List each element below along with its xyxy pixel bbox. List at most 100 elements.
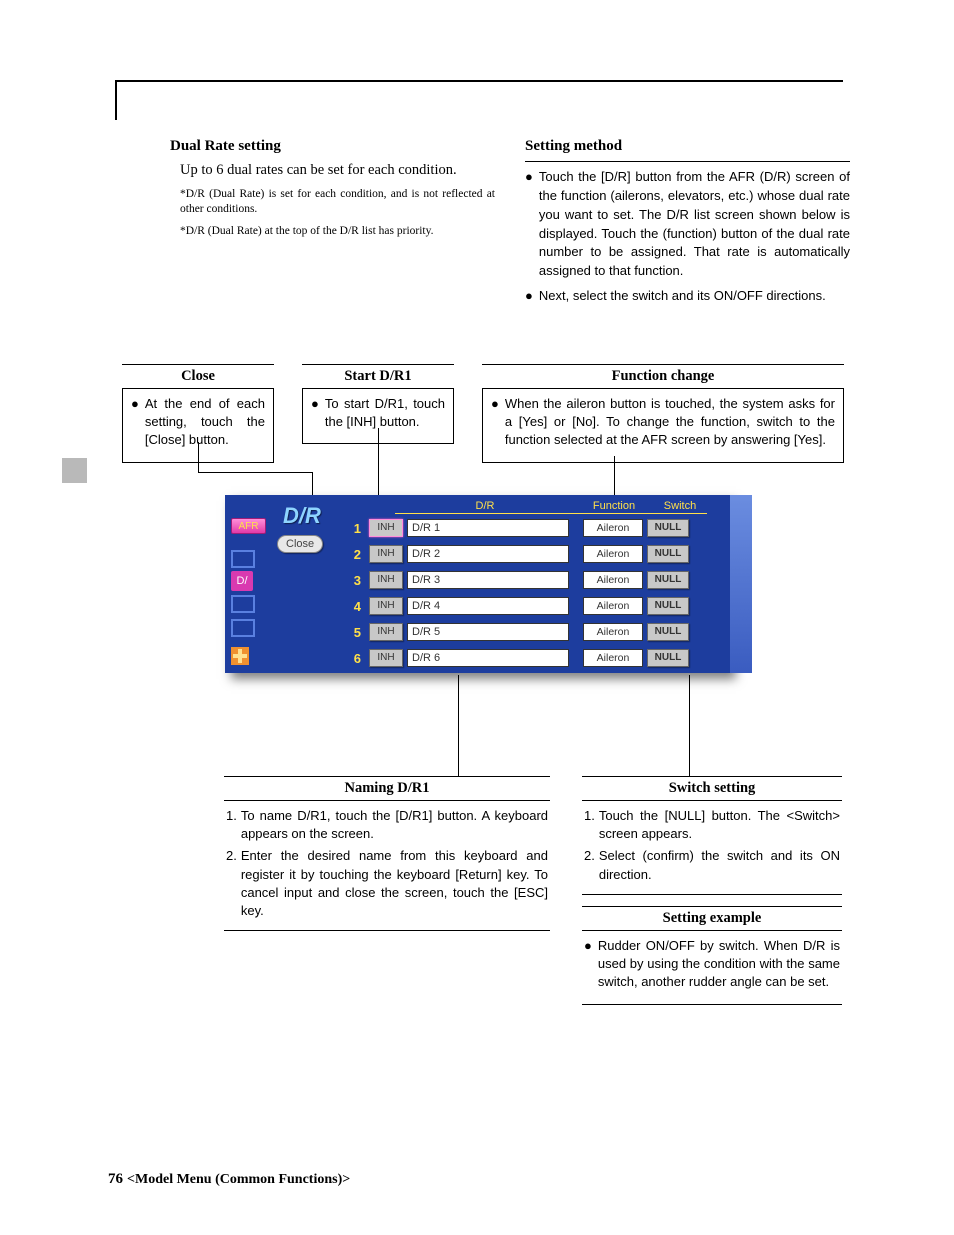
callout-start-title: Start D/R1	[302, 364, 454, 389]
afr-button[interactable]: AFR	[231, 518, 266, 534]
naming-step1: To name D/R1, touch the [D/R1] button. A…	[241, 807, 548, 843]
down-icon[interactable]: ▽	[732, 621, 750, 637]
function-button[interactable]: Aileron	[583, 519, 643, 537]
up-double-icon[interactable]: △△	[732, 517, 750, 533]
lcd-row: 3 INH D/R 3 Aileron NULL	[345, 569, 689, 591]
inh-button[interactable]: INH	[369, 649, 403, 667]
dr-name-field[interactable]: D/R 6	[407, 649, 569, 667]
right-column: Setting method ● Touch the [D/R] button …	[525, 138, 850, 312]
switch-button[interactable]: NULL	[647, 545, 689, 563]
dr-name-field[interactable]: D/R 2	[407, 545, 569, 563]
inh-button[interactable]: INH	[369, 545, 403, 563]
close-button[interactable]: Close	[277, 535, 323, 553]
lcd-hdr-sw: Switch	[653, 500, 707, 514]
leader-line	[198, 442, 199, 472]
callout-switch: Switch setting 1. Touch the [NULL] butto…	[582, 776, 842, 895]
bullet-dot: ●	[311, 395, 319, 431]
row-num: 4	[345, 599, 365, 614]
inh-button[interactable]: INH	[369, 519, 403, 537]
lcd-title: D/R	[283, 503, 321, 529]
lcd-screen: D/R AFR Close D/ D/R Function Switch 1 I…	[225, 495, 730, 673]
add-icon[interactable]	[231, 647, 249, 665]
row-num: 3	[345, 573, 365, 588]
leader-line	[689, 675, 690, 776]
dr-name-field[interactable]: D/R 1	[407, 519, 569, 537]
setting-method-b2: Next, select the switch and its ON/OFF d…	[539, 287, 850, 306]
function-button[interactable]: Aileron	[583, 649, 643, 667]
callout-start-body: To start D/R1, touch the [INH] button.	[325, 395, 445, 431]
step-num: 2.	[226, 847, 237, 920]
dr-name-field[interactable]: D/R 5	[407, 623, 569, 641]
leader-line	[198, 472, 313, 473]
row-num: 2	[345, 547, 365, 562]
corner-rule-v	[115, 80, 117, 120]
bullet-dot: ●	[584, 937, 592, 992]
page-footer: 76 <Model Menu (Common Functions)>	[108, 1170, 350, 1188]
dr-name-field[interactable]: D/R 3	[407, 571, 569, 589]
dual-rate-intro: Up to 6 dual rates can be set for each c…	[180, 161, 495, 181]
switch-button[interactable]: NULL	[647, 623, 689, 641]
function-button[interactable]: Aileron	[583, 597, 643, 615]
footer-title: <Model Menu (Common Functions)>	[127, 1172, 350, 1187]
lcd-row: 5 INH D/R 5 Aileron NULL	[345, 621, 689, 643]
lcd-hdr-fn: Function	[575, 500, 653, 514]
down-double-icon[interactable]: ▽▽	[732, 647, 750, 663]
lcd-row: 1 INH D/R 1 Aileron NULL	[345, 517, 689, 539]
leader-line	[458, 675, 459, 776]
lcd-header: D/R Function Switch	[395, 500, 709, 514]
example-body: Rudder ON/OFF by switch. When D/R is use…	[598, 937, 840, 992]
step-num: 1.	[584, 807, 595, 843]
switch-step1: Touch the [NULL] button. The <Switch> sc…	[599, 807, 840, 843]
callout-example: Setting example ● Rudder ON/OFF by switc…	[582, 906, 842, 1005]
callout-funcchange-body: When the aileron button is touched, the …	[505, 395, 835, 450]
dual-rate-note1: *D/R (Dual Rate) is set for each conditi…	[180, 187, 495, 218]
switch-button[interactable]: NULL	[647, 597, 689, 615]
inh-button[interactable]: INH	[369, 623, 403, 641]
naming-step2: Enter the desired name from this keyboar…	[241, 847, 548, 920]
callout-example-title: Setting example	[582, 906, 842, 931]
lcd-row: 6 INH D/R 6 Aileron NULL	[345, 647, 689, 669]
blue-tab[interactable]	[231, 619, 255, 637]
row-num: 5	[345, 625, 365, 640]
switch-step2: Select (confirm) the switch and its ON d…	[599, 847, 840, 883]
callout-funcchange-title: Function change	[482, 364, 844, 389]
callout-switch-title: Switch setting	[582, 776, 842, 801]
setting-method-b1: Touch the [D/R] button from the AFR (D/R…	[539, 168, 850, 281]
switch-button[interactable]: NULL	[647, 519, 689, 537]
callout-close-title: Close	[122, 364, 274, 389]
switch-button[interactable]: NULL	[647, 649, 689, 667]
lcd-hdr-dr: D/R	[395, 500, 575, 514]
inh-button[interactable]: INH	[369, 597, 403, 615]
blue-tab[interactable]	[231, 595, 255, 613]
page-number: 76	[108, 1171, 123, 1187]
dual-rate-heading: Dual Rate setting	[170, 138, 495, 155]
lcd-row: 4 INH D/R 4 Aileron NULL	[345, 595, 689, 617]
callout-naming: Naming D/R1 1. To name D/R1, touch the […	[224, 776, 550, 931]
dual-rate-note2: *D/R (Dual Rate) at the top of the D/R l…	[180, 224, 495, 240]
corner-rule-h	[115, 80, 843, 82]
setting-method-rule	[525, 161, 850, 162]
function-button[interactable]: Aileron	[583, 545, 643, 563]
row-num: 6	[345, 651, 365, 666]
reset-button[interactable]: eset	[732, 581, 750, 599]
step-num: 1.	[226, 807, 237, 843]
inh-button[interactable]: INH	[369, 571, 403, 589]
left-column: Dual Rate setting Up to 6 dual rates can…	[170, 138, 495, 312]
switch-button[interactable]: NULL	[647, 571, 689, 589]
bullet-dot: ●	[525, 168, 533, 281]
d-tab[interactable]: D/	[231, 571, 253, 591]
dr-name-field[interactable]: D/R 4	[407, 597, 569, 615]
row-num: 1	[345, 521, 365, 536]
main-content: Dual Rate setting Up to 6 dual rates can…	[170, 138, 850, 312]
callout-naming-title: Naming D/R1	[224, 776, 550, 801]
step-num: 2.	[584, 847, 595, 883]
callout-close-body: At the end of each setting, touch the [C…	[145, 395, 265, 450]
lcd-row: 2 INH D/R 2 Aileron NULL	[345, 543, 689, 565]
bullet-dot: ●	[525, 287, 533, 306]
blue-tab[interactable]	[231, 550, 255, 568]
function-button[interactable]: Aileron	[583, 571, 643, 589]
bullet-dot: ●	[131, 395, 139, 450]
function-button[interactable]: Aileron	[583, 623, 643, 641]
setting-method-heading: Setting method	[525, 138, 850, 155]
up-icon[interactable]: △	[732, 543, 750, 559]
